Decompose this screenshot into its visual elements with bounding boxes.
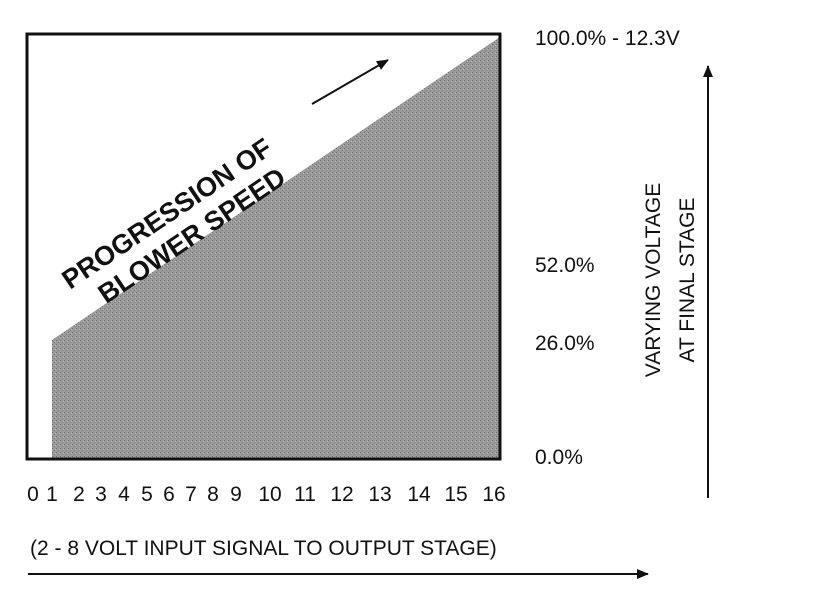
level-labels: 100.0% - 12.3V 52.0% 26.0% 0.0% <box>535 27 680 469</box>
x-label: 16 <box>482 483 505 506</box>
speed-arrow <box>311 59 389 105</box>
x-label: 3 <box>95 483 107 506</box>
level-label: 26.0% <box>535 332 595 355</box>
graph-frame <box>25 32 502 461</box>
x-label: 8 <box>207 483 219 506</box>
x-label: 11 <box>294 483 316 506</box>
shaded-area <box>52 37 500 459</box>
x-label: 9 <box>230 483 242 506</box>
x-label: 7 <box>185 483 197 506</box>
x-label: 1 <box>46 483 58 506</box>
x-label: 10 <box>258 483 281 506</box>
level-label: 100.0% - 12.3V <box>535 27 680 50</box>
horizontal-title: (2 - 8 VOLT INPUT SIGNAL TO OUTPUT STAGE… <box>30 537 497 560</box>
level-label: 52.0% <box>535 254 595 277</box>
x-label: 13 <box>368 483 391 506</box>
x-label: 2 <box>73 483 85 506</box>
x-label: 14 <box>407 483 431 506</box>
vertical-title-line: VARYING VOLTAGE <box>642 183 665 378</box>
x-label: 15 <box>444 483 467 506</box>
x-label: 4 <box>118 483 130 506</box>
vertical-title-line: AT FINAL STAGE <box>676 198 699 363</box>
x-label: 12 <box>330 483 353 506</box>
x-label: 5 <box>141 483 153 506</box>
level-label: 0.0% <box>535 446 583 469</box>
x-label: 0 <box>27 483 39 506</box>
x-labels: 0 1 2 3 4 5 6 7 8 9 10 11 12 13 14 15 16 <box>27 483 506 506</box>
x-label: 6 <box>163 483 175 506</box>
vertical-title: VARYING VOLTAGE AT FINAL STAGE <box>642 183 699 378</box>
